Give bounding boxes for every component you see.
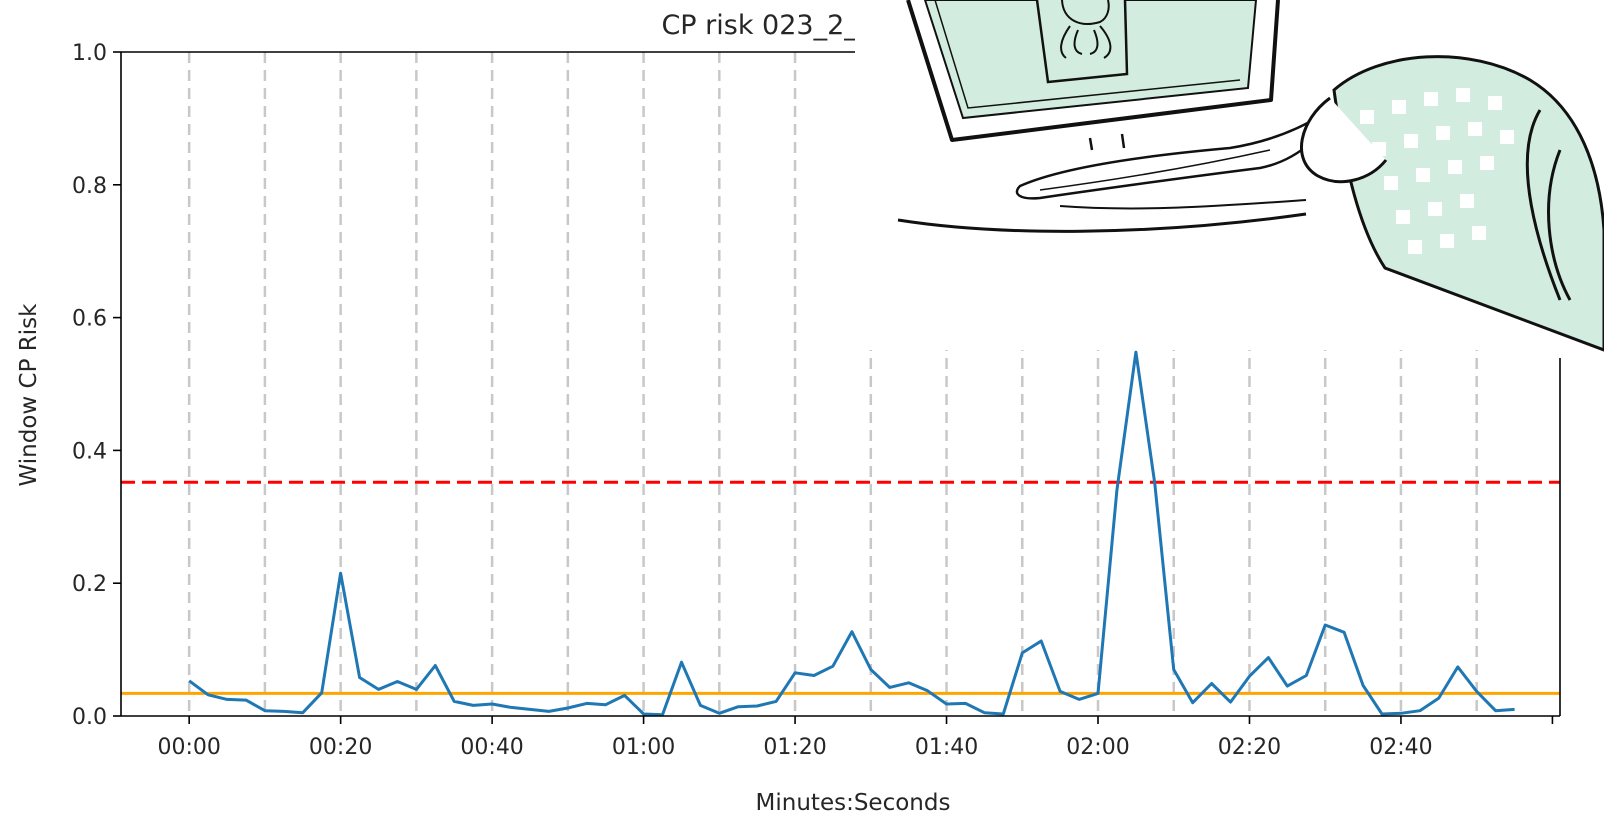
x-tick-label: 01:00 — [612, 735, 675, 760]
screen-picture-figure — [1060, 0, 1112, 59]
keyboard-line — [1039, 149, 1271, 191]
x-axis-title: Minutes:Seconds — [756, 790, 951, 816]
x-tick-label: 00:00 — [157, 735, 220, 760]
y-tick-label: 0.8 — [72, 174, 107, 199]
monitor-inner-edge — [934, 0, 1241, 109]
x-tick-label: 00:20 — [309, 735, 372, 760]
desk-edge-inner — [1059, 199, 1307, 210]
ticks: 0.0 0.2 0.4 0.6 0.8 1.0 00:00 00:20 00:40 01:00 01… — [72, 41, 1554, 760]
shirt-pattern — [1360, 88, 1514, 254]
screen-picture — [1035, 0, 1129, 84]
y-tick-label: 0.2 — [72, 572, 107, 597]
x-tick-label: 02:20 — [1218, 735, 1281, 760]
desk-edge — [897, 212, 1307, 233]
arm-outline — [1300, 96, 1388, 184]
x-tick-label: 02:00 — [1066, 735, 1129, 760]
x-tick-label: 00:40 — [460, 735, 523, 760]
x-tick-label: 01:20 — [763, 735, 826, 760]
series-line — [188, 350, 1515, 717]
y-axis-title: Window CP Risk — [16, 303, 42, 487]
x-tick-label: 02:40 — [1369, 735, 1432, 760]
illustration-background-lower — [1552, 350, 1604, 358]
y-tick-label: 0.6 — [72, 307, 107, 332]
x-tick-label: 01:40 — [915, 735, 978, 760]
monitor-stand — [1088, 133, 1126, 151]
computer-user-illustration — [855, 0, 1604, 358]
back-outline — [1525, 109, 1572, 301]
y-tick-label: 0.4 — [72, 439, 107, 464]
y-tick-label: 0.0 — [72, 705, 107, 730]
series-layer — [188, 350, 1515, 717]
threshold-lines — [121, 480, 1560, 695]
y-tick-label: 1.0 — [72, 41, 107, 66]
